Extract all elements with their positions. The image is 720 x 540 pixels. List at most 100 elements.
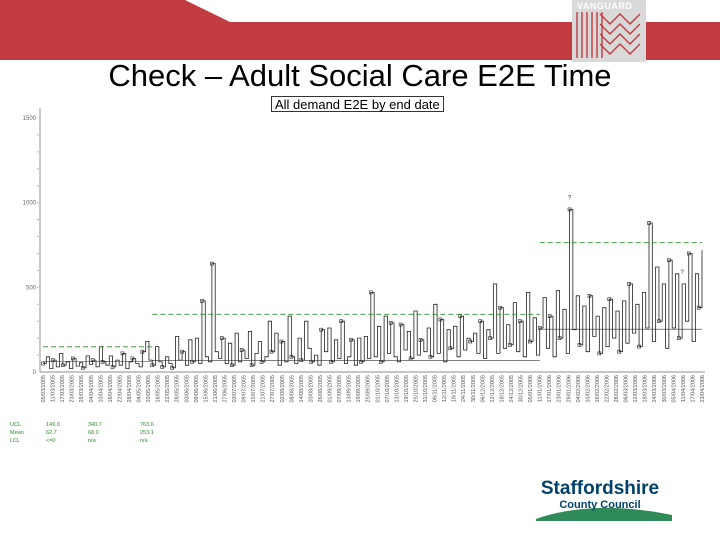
stats-cell: 68.0 (88, 430, 99, 436)
x-tick-label: 23/01/2006 (557, 375, 563, 403)
data-point (349, 338, 353, 342)
stats-row-label: Mean (10, 430, 24, 436)
stats-cell: 340.7 (88, 422, 102, 428)
x-tick-label: 30/03/2006 (662, 375, 668, 403)
x-tick-label: 27/07/2005 (270, 375, 276, 403)
x-tick-label: 05/01/2006 (528, 375, 534, 403)
x-tick-label: 28/04/2005 (127, 375, 133, 403)
x-tick-label: 04/02/2006 (576, 375, 582, 403)
x-tick-label: 04/05/2005 (137, 375, 143, 403)
data-point (527, 339, 532, 344)
y-minor-tick (37, 151, 39, 153)
x-tick-label: 15/06/2005 (203, 375, 209, 403)
data-point (537, 326, 542, 330)
x-tick-label: 13/10/2005 (394, 375, 400, 403)
data-point (160, 365, 165, 369)
stats-cell: <=0 (46, 438, 55, 444)
data-point (299, 358, 304, 362)
data-point (398, 322, 403, 327)
x-tick-label: 25/10/2005 (414, 375, 420, 403)
x-tick-label: 31/10/2005 (423, 375, 429, 403)
staffordshire-logo-icon (536, 507, 672, 521)
x-tick-label: 20/08/2005 (308, 375, 314, 403)
x-tick-label: 26/08/2005 (318, 375, 324, 403)
y-minor-tick (37, 269, 39, 271)
data-point (627, 282, 631, 286)
stats-row-label: LCL (10, 438, 20, 444)
data-point (80, 365, 85, 370)
x-tick-label: 30/12/2005 (519, 375, 525, 403)
data-point (369, 290, 373, 295)
chart-canvas: 1500 1000 500 0?? 05/03/2005 11/03/2005 17/03/… (10, 108, 706, 444)
y-minor-tick (37, 168, 39, 170)
data-point (438, 317, 443, 322)
data-point (249, 363, 254, 368)
data-point (607, 297, 612, 301)
data-point (567, 207, 572, 212)
data-point (210, 261, 214, 266)
data-point (100, 360, 105, 364)
x-tick-label: 04/04/2005 (89, 375, 95, 403)
x-tick-label: 12/11/2005 (442, 375, 448, 402)
y-minor-tick (37, 252, 39, 255)
data-point (220, 336, 224, 340)
x-tick-label: 23/03/2005 (70, 375, 76, 403)
data-point (657, 319, 661, 323)
x-tick-label: 12/12/2005 (490, 375, 496, 403)
x-tick-label: 25/09/2005 (366, 375, 372, 403)
y-minor-tick (37, 354, 39, 356)
y-minor-tick (37, 286, 39, 288)
y-minor-tick (37, 303, 39, 305)
x-tick-label: 22/04/2005 (117, 375, 123, 403)
data-point (597, 351, 602, 356)
x-tick-label: 28/02/2006 (614, 375, 620, 403)
data-point (557, 336, 562, 340)
x-tick-label: 16/04/2005 (108, 375, 114, 403)
data-point (577, 343, 582, 347)
data-point (120, 351, 125, 356)
y-tick-label: 0 (33, 370, 37, 376)
x-tick-label: 12/03/2006 (633, 375, 639, 403)
stats-cell: n/a (88, 438, 97, 444)
outlier-marker: ? (680, 270, 684, 276)
x-tick-label: 05/03/2005 (41, 375, 47, 403)
vanguard-logo-text: VANGUARD (577, 1, 633, 11)
data-point (200, 299, 204, 303)
x-tick-label: 03/07/2005 (232, 375, 238, 403)
control-chart: 1500 1000 500 0?? 05/03/2005 11/03/2005 17/03/… (0, 96, 720, 456)
x-tick-label: 27/06/2005 (223, 375, 229, 403)
y-minor-tick (37, 320, 39, 322)
x-tick-label: 14/08/2005 (299, 375, 305, 403)
data-point (696, 305, 701, 310)
data-point (41, 361, 45, 366)
x-tick-label: 24/11/2005 (461, 375, 467, 402)
stats-cell: 253.1 (140, 430, 154, 436)
data-point (418, 338, 423, 342)
outlier-marker: ? (568, 195, 572, 201)
data-point (587, 294, 592, 298)
data-point (170, 365, 174, 370)
data-point (289, 354, 294, 359)
y-minor-tick (37, 134, 39, 136)
data-point (408, 356, 413, 361)
x-tick-label: 02/08/2005 (280, 375, 286, 403)
header-banner (0, 0, 720, 62)
x-tick-label: 10/02/2006 (585, 375, 591, 403)
x-tick-label: 06/03/2006 (624, 375, 630, 403)
x-tick-label: 21/06/2005 (213, 375, 219, 403)
x-tick-label: 05/04/2006 (671, 375, 677, 403)
stats-cell: 62.7 (46, 430, 57, 436)
y-tick-label: 1000 (23, 201, 37, 207)
data-point (508, 343, 512, 347)
x-tick-label: 18/11/2005 (452, 375, 458, 402)
data-point (498, 305, 502, 310)
x-tick-label: 18/03/2006 (643, 375, 649, 403)
y-minor-tick (37, 337, 39, 339)
stats-cell: 149.0 (46, 422, 60, 428)
x-tick-label: 10/05/2005 (146, 375, 152, 403)
y-minor-tick (37, 185, 39, 187)
x-tick-label: 18/12/2005 (499, 375, 505, 403)
x-tick-label: 28/05/2005 (175, 375, 181, 403)
x-tick-label: 16/05/2005 (156, 375, 162, 403)
x-tick-label: 07/10/2005 (385, 375, 391, 403)
